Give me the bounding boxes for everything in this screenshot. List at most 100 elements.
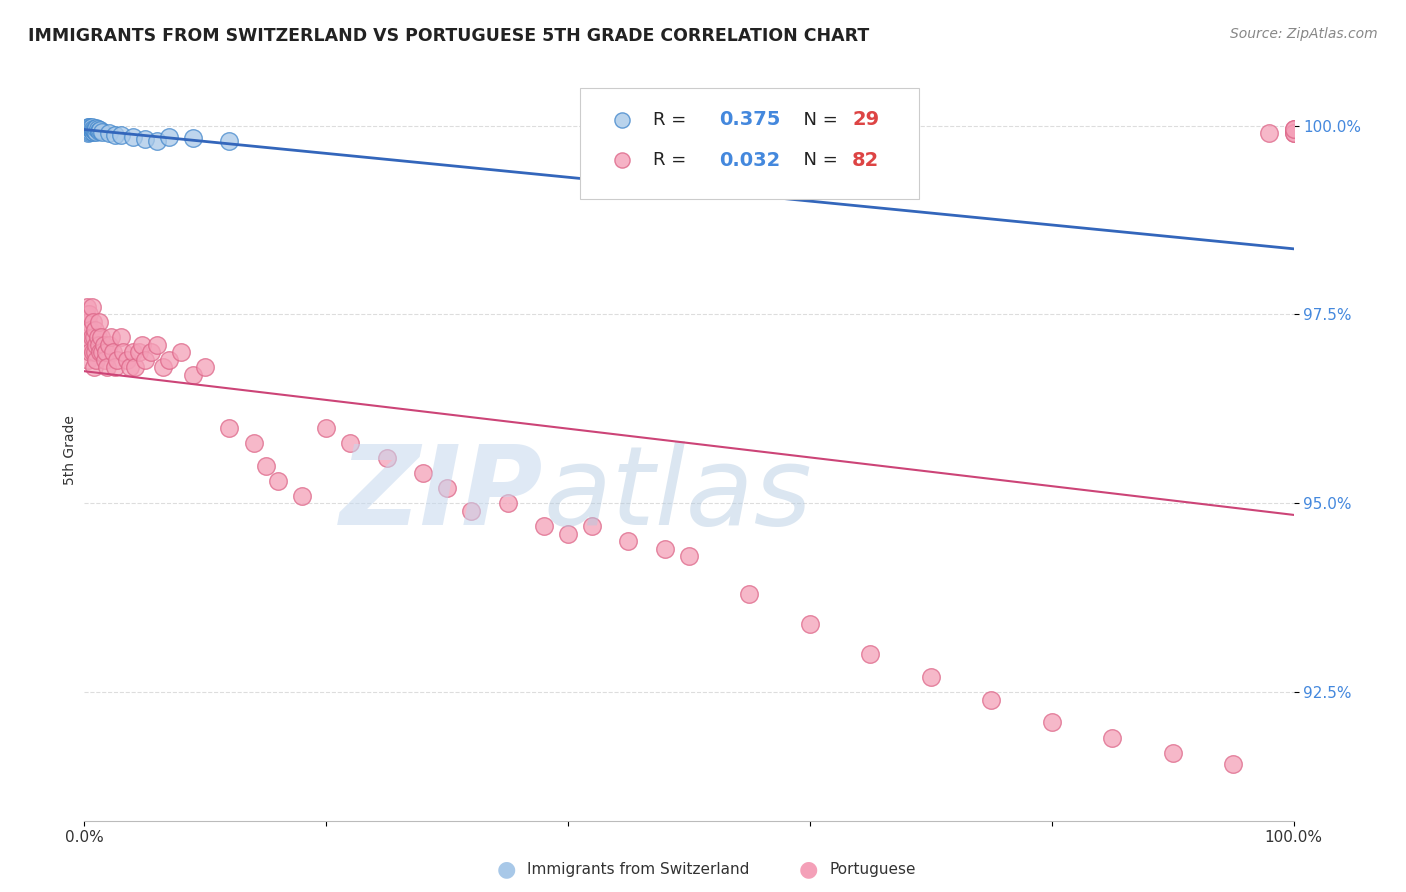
Point: [87, 337, 110, 351]
Text: N =: N =: [792, 111, 844, 128]
Point: [139, 345, 162, 359]
Point: [131, 337, 153, 351]
Point: [77, 337, 100, 351]
Point: [100, 330, 122, 344]
Point: [77, 315, 100, 329]
Point: [460, 504, 482, 518]
Text: ●: ●: [496, 860, 516, 880]
Text: 29: 29: [852, 110, 879, 129]
Text: ZIP: ZIP: [340, 442, 544, 549]
Point: [89, 123, 111, 137]
Point: [617, 534, 640, 549]
Point: [77, 120, 100, 135]
Point: [77, 125, 100, 139]
Point: [94, 345, 117, 359]
Point: [678, 549, 700, 564]
Point: [1282, 126, 1305, 140]
Point: [254, 458, 277, 473]
Point: [1282, 126, 1305, 140]
Point: [128, 345, 150, 359]
Point: [1282, 122, 1305, 136]
Point: [77, 126, 100, 140]
Point: [134, 352, 156, 367]
Point: [218, 134, 240, 148]
Point: [157, 130, 180, 145]
Point: [104, 360, 127, 375]
Point: [181, 131, 204, 145]
Point: [82, 121, 104, 136]
Point: [375, 450, 398, 465]
Point: [581, 519, 603, 533]
Point: [436, 481, 458, 495]
Point: [83, 330, 105, 344]
Text: ●: ●: [799, 860, 818, 880]
Point: [110, 128, 132, 143]
Point: [76, 122, 98, 136]
Text: atlas: atlas: [544, 442, 813, 549]
Point: [146, 337, 169, 351]
Y-axis label: 5th Grade: 5th Grade: [63, 416, 77, 485]
Point: [96, 360, 118, 375]
Point: [859, 648, 882, 662]
Point: [121, 130, 143, 145]
Point: [121, 345, 143, 359]
Point: [291, 489, 314, 503]
Point: [77, 308, 100, 322]
Point: [980, 692, 1002, 706]
Point: [80, 123, 103, 137]
Text: Immigrants from Switzerland: Immigrants from Switzerland: [527, 863, 749, 877]
Point: [242, 436, 264, 450]
Point: [91, 345, 114, 359]
Text: N =: N =: [792, 152, 844, 169]
Point: [112, 345, 135, 359]
Point: [1101, 731, 1123, 745]
Point: [76, 330, 98, 344]
Point: [82, 125, 104, 139]
Point: [80, 330, 103, 344]
Point: [799, 617, 821, 632]
Point: [134, 132, 156, 146]
Point: [1222, 756, 1244, 771]
Point: [97, 126, 120, 140]
Point: [75, 122, 97, 136]
Point: [315, 421, 337, 435]
Point: [76, 300, 98, 314]
Point: [79, 345, 101, 359]
Point: [89, 345, 111, 359]
Point: [1258, 126, 1281, 140]
Point: [91, 125, 114, 139]
Point: [93, 337, 115, 351]
Point: [1040, 715, 1063, 730]
Point: [83, 360, 105, 375]
Point: [557, 526, 579, 541]
Point: [90, 330, 112, 344]
Point: [110, 330, 132, 344]
Point: [1282, 122, 1305, 136]
Point: [124, 360, 146, 375]
Point: [86, 125, 108, 139]
FancyBboxPatch shape: [581, 87, 918, 199]
Point: [82, 315, 104, 329]
Point: [920, 670, 942, 684]
Point: [84, 345, 107, 359]
Point: [612, 519, 634, 533]
Point: [77, 120, 100, 135]
Point: [79, 120, 101, 135]
Point: [218, 421, 240, 435]
Point: [80, 120, 103, 135]
Point: [79, 124, 101, 138]
Point: [339, 436, 361, 450]
Text: 0.032: 0.032: [720, 151, 780, 169]
Point: [86, 337, 108, 351]
Text: Source: ZipAtlas.com: Source: ZipAtlas.com: [1230, 27, 1378, 41]
Point: [157, 352, 180, 367]
Point: [115, 352, 138, 367]
Point: [170, 345, 193, 359]
Point: [77, 352, 100, 367]
Point: [533, 519, 555, 533]
Point: [1161, 746, 1184, 760]
Point: [152, 360, 174, 375]
Point: [267, 474, 290, 488]
Point: [84, 124, 107, 138]
Point: [86, 352, 108, 367]
